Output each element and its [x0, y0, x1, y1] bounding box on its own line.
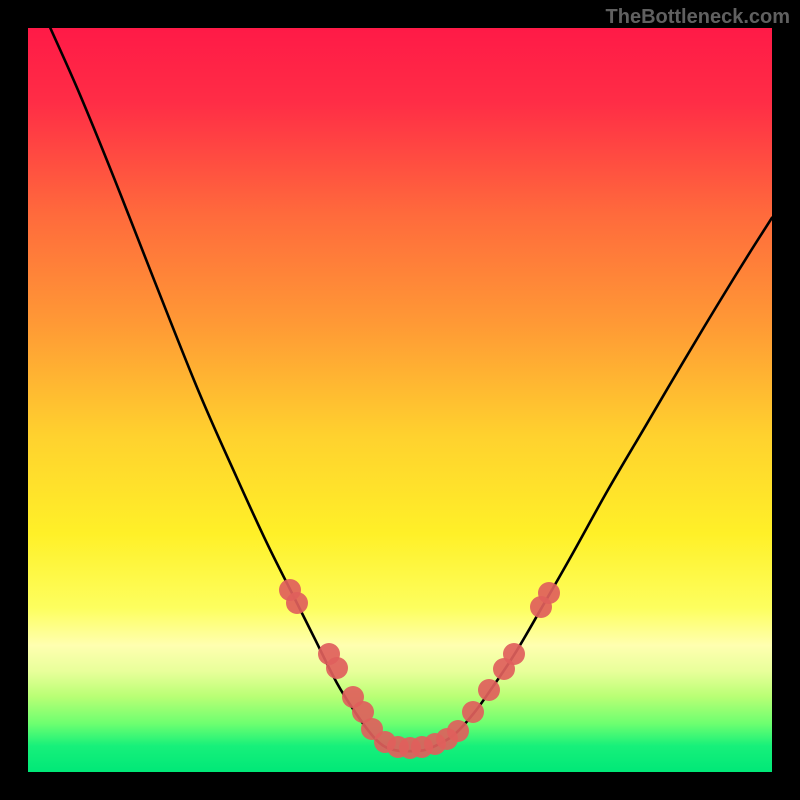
curve-marker: [538, 582, 560, 604]
curve-marker: [326, 657, 348, 679]
curve-marker: [462, 701, 484, 723]
markers-layer: [28, 28, 772, 772]
plot-area: [28, 28, 772, 772]
curve-marker: [478, 679, 500, 701]
watermark-text: TheBottleneck.com: [606, 6, 790, 29]
curve-marker: [447, 720, 469, 742]
curve-marker: [503, 643, 525, 665]
chart-stage: TheBottleneck.com: [0, 0, 800, 800]
curve-marker: [286, 592, 308, 614]
